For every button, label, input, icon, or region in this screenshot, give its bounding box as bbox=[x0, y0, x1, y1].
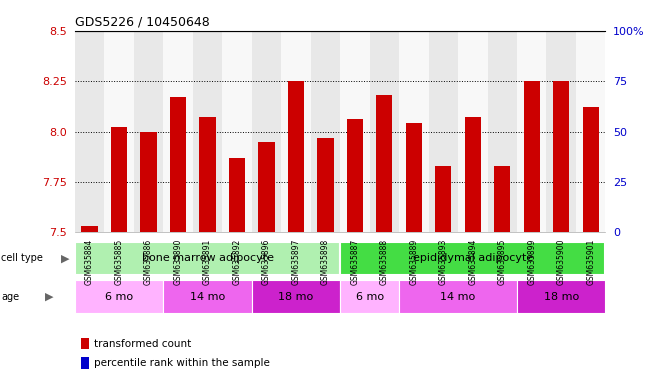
Text: 6 mo: 6 mo bbox=[105, 291, 133, 302]
Bar bbox=[311, 31, 340, 232]
Bar bbox=[75, 242, 340, 275]
Point bbox=[527, 66, 537, 72]
Bar bbox=[347, 119, 363, 232]
Text: ▶: ▶ bbox=[61, 253, 70, 263]
Bar bbox=[258, 142, 275, 232]
Bar bbox=[170, 97, 186, 232]
Bar bbox=[340, 280, 399, 313]
Bar bbox=[229, 158, 245, 232]
Bar bbox=[399, 280, 517, 313]
Bar bbox=[222, 31, 252, 232]
Bar bbox=[141, 131, 157, 232]
Bar bbox=[376, 95, 393, 232]
Bar bbox=[104, 31, 134, 232]
Text: 14 mo: 14 mo bbox=[441, 291, 476, 302]
Bar bbox=[465, 118, 481, 232]
Point bbox=[291, 62, 301, 68]
Bar bbox=[583, 108, 599, 232]
Bar bbox=[370, 31, 399, 232]
Bar bbox=[288, 81, 304, 232]
Bar bbox=[494, 166, 510, 232]
Bar bbox=[163, 280, 252, 313]
Text: epididymal adipocyte: epididymal adipocyte bbox=[413, 253, 533, 263]
Text: ▶: ▶ bbox=[45, 291, 53, 302]
Point bbox=[585, 66, 596, 72]
Point bbox=[409, 70, 419, 76]
Bar bbox=[81, 226, 98, 232]
Bar bbox=[111, 127, 127, 232]
Text: percentile rank within the sample: percentile rank within the sample bbox=[94, 358, 270, 368]
Bar bbox=[488, 31, 517, 232]
Bar bbox=[75, 31, 104, 232]
Point bbox=[232, 70, 242, 76]
Bar bbox=[193, 31, 222, 232]
Bar bbox=[199, 118, 215, 232]
Bar bbox=[428, 31, 458, 232]
Bar bbox=[317, 137, 333, 232]
Bar bbox=[517, 280, 605, 313]
Bar bbox=[576, 31, 605, 232]
Point bbox=[379, 64, 389, 70]
Bar bbox=[399, 31, 428, 232]
Bar bbox=[553, 81, 570, 232]
Text: bone marrow adipocyte: bone marrow adipocyte bbox=[141, 253, 273, 263]
Text: transformed count: transformed count bbox=[94, 339, 191, 349]
Bar bbox=[163, 31, 193, 232]
Bar bbox=[546, 31, 576, 232]
Point bbox=[556, 64, 566, 70]
Point bbox=[143, 66, 154, 72]
Point bbox=[497, 70, 508, 76]
Point bbox=[202, 66, 213, 72]
Bar bbox=[406, 124, 422, 232]
Bar bbox=[252, 280, 340, 313]
Bar bbox=[340, 31, 370, 232]
Bar bbox=[134, 31, 163, 232]
Bar bbox=[281, 31, 311, 232]
Bar bbox=[523, 81, 540, 232]
Point bbox=[320, 66, 331, 72]
Bar bbox=[458, 31, 488, 232]
Text: age: age bbox=[1, 291, 20, 302]
Point bbox=[85, 78, 95, 84]
Text: 18 mo: 18 mo bbox=[544, 291, 579, 302]
Point bbox=[173, 66, 183, 72]
Text: 18 mo: 18 mo bbox=[279, 291, 314, 302]
Text: 14 mo: 14 mo bbox=[190, 291, 225, 302]
Bar bbox=[75, 280, 163, 313]
Bar bbox=[340, 242, 605, 275]
Point bbox=[467, 64, 478, 70]
Text: GDS5226 / 10450648: GDS5226 / 10450648 bbox=[75, 15, 210, 28]
Bar bbox=[252, 31, 281, 232]
Bar bbox=[436, 166, 451, 232]
Text: 6 mo: 6 mo bbox=[355, 291, 383, 302]
Point bbox=[438, 82, 449, 88]
Point bbox=[114, 68, 124, 74]
Bar bbox=[517, 31, 546, 232]
Point bbox=[350, 64, 360, 70]
Point bbox=[261, 68, 271, 74]
Text: cell type: cell type bbox=[1, 253, 43, 263]
